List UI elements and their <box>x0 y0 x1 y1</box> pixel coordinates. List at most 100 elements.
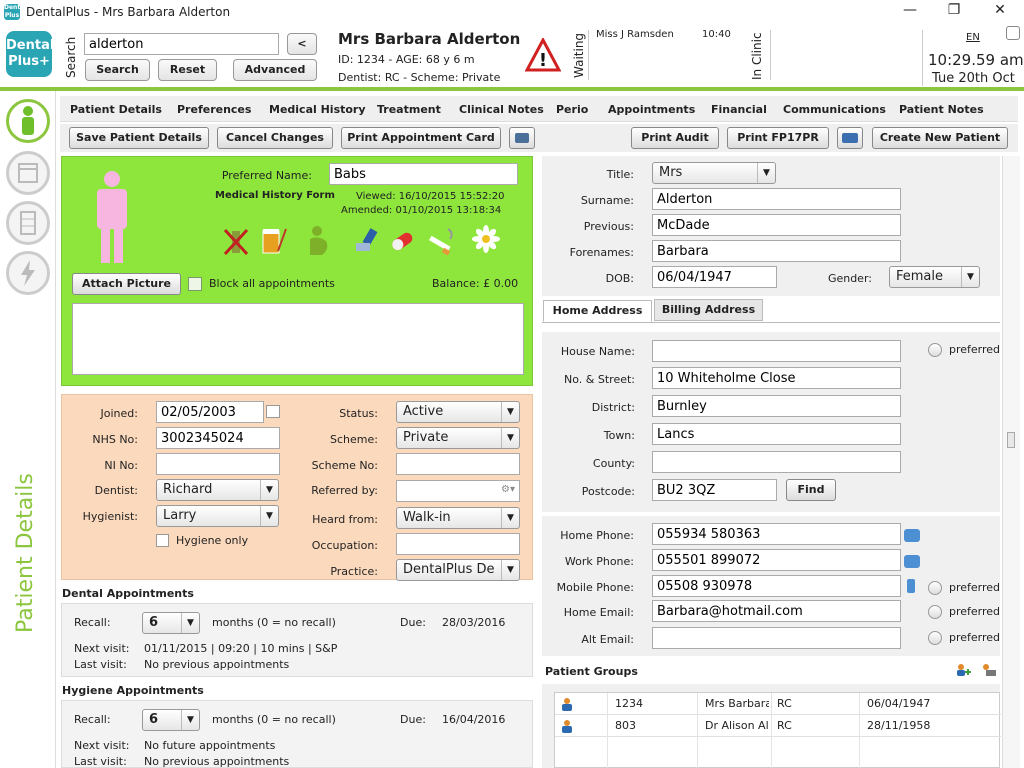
menu-financial[interactable]: Financial <box>711 103 767 116</box>
maximize-button[interactable]: ❐ <box>947 2 961 18</box>
county-input[interactable] <box>652 451 901 473</box>
card-reader-button[interactable] <box>837 127 863 149</box>
mobile-preferred-radio[interactable] <box>928 581 942 595</box>
records-nav-icon[interactable] <box>6 201 50 245</box>
table-row[interactable]: 803 Dr Alison Al RC 28/11/1958 <box>555 715 1001 737</box>
postcode-input[interactable] <box>652 479 777 501</box>
status-select[interactable]: Active ▼ <box>396 401 520 423</box>
cancel-changes-button[interactable]: Cancel Changes <box>217 127 333 149</box>
search-input[interactable] <box>84 33 279 55</box>
dental-next-visit[interactable]: 01/11/2015 | 09:20 | 10 mins | S&P <box>144 642 338 655</box>
home-email-input[interactable] <box>652 600 901 622</box>
print-fp17pr-button[interactable]: Print FP17PR <box>727 127 829 149</box>
medical-alert-icon[interactable]: ! <box>524 36 562 72</box>
patient-details-nav-icon[interactable] <box>6 99 50 143</box>
lightning-nav-icon[interactable] <box>6 251 50 295</box>
scheme-number-input[interactable] <box>396 453 520 475</box>
menu-patient-notes[interactable]: Patient Notes <box>899 103 984 116</box>
forenames-input[interactable] <box>652 240 901 262</box>
find-address-button[interactable]: Find <box>786 479 836 501</box>
email-preferred-radio[interactable] <box>928 605 942 619</box>
referred-by-field[interactable]: ⚙▾ <box>396 480 520 502</box>
district-input[interactable] <box>652 395 901 417</box>
advanced-search-button[interactable]: Advanced <box>233 59 317 81</box>
street-input[interactable] <box>652 367 901 389</box>
heard-from-select[interactable]: Walk-in ▼ <box>396 507 520 529</box>
mobile-icon[interactable] <box>907 579 915 593</box>
tab-home-address[interactable]: Home Address <box>543 300 652 322</box>
camera-button[interactable] <box>509 127 535 149</box>
gender-select[interactable]: Female ▼ <box>889 266 980 288</box>
add-group-icon[interactable] <box>955 662 971 678</box>
dentist-select[interactable]: Richard ▼ <box>156 479 279 501</box>
reset-button[interactable]: Reset <box>158 59 217 81</box>
minimize-button[interactable]: — <box>903 2 917 18</box>
balance: Balance: £ 0.00 <box>432 277 519 290</box>
home-phone-input[interactable] <box>652 523 901 545</box>
phone-icon[interactable] <box>904 529 920 542</box>
dental-recall-select[interactable]: 6 ▼ <box>142 612 200 634</box>
gear-icon[interactable]: ⚙▾ <box>501 484 515 495</box>
menu-medical-history[interactable]: Medical History <box>269 103 366 116</box>
title-select[interactable]: Mrs ▼ <box>652 162 776 184</box>
alcohol-drink-icon[interactable] <box>258 225 288 260</box>
attach-picture-button[interactable]: Attach Picture <box>72 273 181 295</box>
house-name-input[interactable] <box>652 340 901 362</box>
scheme-select[interactable]: Private ▼ <box>396 427 520 449</box>
print-group-icon[interactable] <box>980 662 996 678</box>
language-link[interactable]: EN <box>966 32 980 43</box>
previous-surname-input[interactable] <box>652 214 901 236</box>
save-patient-button[interactable]: Save Patient Details <box>69 127 209 149</box>
table-row[interactable]: 1234 Mrs Barbara RC 06/04/1947 <box>555 693 1001 715</box>
menu-treatment[interactable]: Treatment <box>377 103 441 116</box>
preferred-name-input[interactable] <box>329 163 518 185</box>
create-new-patient-button[interactable]: Create New Patient <box>872 127 1008 149</box>
block-appointments-checkbox[interactable] <box>188 277 202 291</box>
town-input[interactable] <box>652 423 901 445</box>
flower-allergy-icon[interactable] <box>471 225 501 260</box>
notes-textarea[interactable] <box>72 303 524 375</box>
menu-clinical-notes[interactable]: Clinical Notes <box>459 103 544 116</box>
tab-billing-address[interactable]: Billing Address <box>654 299 763 321</box>
dob-input[interactable] <box>652 266 777 288</box>
phone-icon[interactable] <box>904 555 920 568</box>
menu-preferences[interactable]: Preferences <box>177 103 252 116</box>
search-button[interactable]: Search <box>85 59 150 81</box>
address-preferred-radio[interactable] <box>928 343 942 357</box>
inhaler-icon[interactable] <box>352 225 382 260</box>
print-audit-button[interactable]: Print Audit <box>631 127 719 149</box>
cigarette-icon[interactable] <box>426 225 458 260</box>
ni-number-input[interactable] <box>156 453 280 475</box>
alt-email-preferred-radio[interactable] <box>928 631 942 645</box>
occupation-input[interactable] <box>396 533 520 555</box>
menu-patient-details[interactable]: Patient Details <box>70 103 162 116</box>
pregnancy-icon[interactable] <box>304 225 334 260</box>
print-appointment-card-button[interactable]: Print Appointment Card <box>341 127 501 149</box>
mobile-phone-input[interactable] <box>652 575 901 597</box>
work-phone-input[interactable] <box>652 549 901 571</box>
vertical-scrollbar[interactable] <box>1002 156 1020 768</box>
hygiene-only-checkbox[interactable] <box>156 534 169 547</box>
menu-appointments[interactable]: Appointments <box>608 103 696 116</box>
hygienist-value: Larry <box>163 508 197 523</box>
close-button[interactable]: ✕ <box>994 2 1006 18</box>
hygienist-select[interactable]: Larry ▼ <box>156 505 279 527</box>
hygienist-label: Hygienist: <box>82 510 138 523</box>
practice-select[interactable]: DentalPlus De ▼ <box>396 559 520 581</box>
nhs-number-input[interactable] <box>156 427 280 449</box>
scrollbar-thumb[interactable] <box>1007 432 1015 448</box>
alt-email-input[interactable] <box>652 627 901 649</box>
calendar-icon[interactable] <box>266 405 280 418</box>
pill-icon[interactable] <box>387 225 417 260</box>
menu-communications[interactable]: Communications <box>783 103 886 116</box>
header-checkbox[interactable] <box>1006 26 1020 40</box>
calendar-nav-icon[interactable] <box>6 151 50 195</box>
no-alcohol-icon[interactable] <box>222 225 250 260</box>
joined-date-input[interactable] <box>156 401 264 423</box>
camera-icon <box>515 133 529 143</box>
hygiene-recall-select[interactable]: 6 ▼ <box>142 709 200 731</box>
waiting-patient[interactable]: Miss J Ramsden <box>596 29 674 40</box>
search-back-button[interactable]: < <box>287 33 317 55</box>
menu-perio[interactable]: Perio <box>556 103 589 116</box>
surname-input[interactable] <box>652 188 901 210</box>
